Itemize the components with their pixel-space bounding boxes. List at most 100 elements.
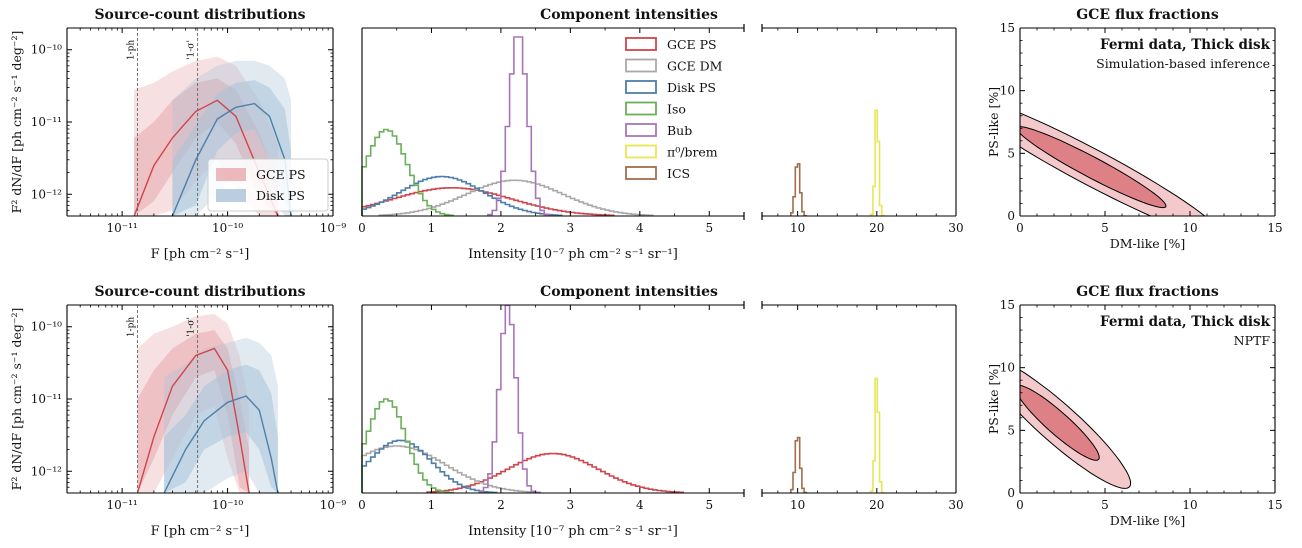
legend-label: Bub xyxy=(667,123,692,138)
x-tick-label: 5 xyxy=(1101,498,1109,512)
legend-swatch xyxy=(216,168,246,181)
histogram-gce_dm xyxy=(378,179,654,217)
y-tick-label: 10⁻¹⁰ xyxy=(31,43,62,57)
flux-axes xyxy=(1019,304,1276,494)
panel-title: GCE flux fractions xyxy=(1076,284,1219,300)
y-axis-label: PS-like [%] xyxy=(986,87,1001,157)
x-tick-label: 2 xyxy=(497,498,505,512)
histogram-bub xyxy=(487,36,554,217)
x-axis-label: Intensity [10⁻⁷ ph cm⁻² s⁻¹ sr⁻¹] xyxy=(468,524,678,539)
flux-axes xyxy=(1019,27,1276,217)
legend-swatch xyxy=(625,80,657,94)
x-axis-label: DM-like [%] xyxy=(1110,236,1186,251)
intensity-axes-right xyxy=(762,27,957,217)
legend-label: ICS xyxy=(667,166,690,181)
intensity-panel: 0 1 2 3 4 5 10 20 30 Component intensities Intensi… xyxy=(358,7,963,262)
x-tick-label: 15 xyxy=(1267,221,1282,235)
x-tick-label: 4 xyxy=(636,498,644,512)
x-tick-label: 1 xyxy=(428,498,436,512)
plot-area xyxy=(1020,112,1206,216)
y-tick-label: 10⁻¹² xyxy=(31,464,62,478)
panel-title: Component intensities xyxy=(540,7,718,23)
band-68-gce_ps xyxy=(137,330,250,493)
x-tick-label: 30 xyxy=(948,221,963,235)
y-tick-label: 10⁻¹¹ xyxy=(31,392,62,406)
intensity-axes-right xyxy=(762,304,957,494)
plot-area xyxy=(1020,369,1132,489)
y-tick-label: 10⁻¹¹ xyxy=(31,115,62,129)
y-tick-label: 15 xyxy=(1000,21,1015,35)
y-axis-label: PS-like [%] xyxy=(986,364,1001,434)
y-tick-label: 5 xyxy=(1007,146,1015,160)
y-tick-label: 10⁻¹² xyxy=(31,187,62,201)
flux-panel: 0 5 10 15 0 5 10 15 GCE flux fractions DM-like [%… xyxy=(986,284,1283,528)
contour-68 xyxy=(1020,126,1167,209)
x-tick-label: 3 xyxy=(567,498,575,512)
x-tick-label: 0 xyxy=(358,498,366,512)
x-tick-label: 20 xyxy=(869,498,884,512)
histogram-pi0 xyxy=(869,377,885,494)
histograms xyxy=(361,304,885,494)
y-tick-label: 0 xyxy=(1007,209,1015,223)
x-tick-label: 10 xyxy=(1182,221,1197,235)
annotation-method: NPTF xyxy=(1234,333,1271,348)
histogram-iso xyxy=(361,128,454,217)
histogram-ics xyxy=(790,436,808,494)
panel-title: Source-count distributions xyxy=(94,284,305,300)
x-tick-label: 5 xyxy=(705,498,713,512)
x-tick-label: 0 xyxy=(358,221,366,235)
vline-label: 1-ph xyxy=(127,317,137,338)
x-tick-label: 10⁻⁹ xyxy=(320,221,347,235)
histograms xyxy=(361,36,885,217)
intensity-axes-left xyxy=(361,304,744,494)
flux-panel: 0 5 10 15 0 5 10 15 GCE flux fractions DM-like [%… xyxy=(986,7,1283,251)
x-tick-label: 4 xyxy=(636,221,644,235)
x-tick-label: 10 xyxy=(1182,498,1197,512)
legend-label: Disk PS xyxy=(256,188,305,203)
panel-title: GCE flux fractions xyxy=(1076,7,1219,23)
x-tick-label: 15 xyxy=(1267,498,1282,512)
legend-swatch xyxy=(625,37,657,51)
legend-swatch xyxy=(625,101,657,116)
band-68-disk_ps xyxy=(164,364,278,493)
median-line-disk_ps xyxy=(171,102,292,216)
legend-swatch xyxy=(625,58,657,73)
band-68-disk_ps xyxy=(172,80,291,216)
legend-label: GCE PS xyxy=(667,37,717,52)
x-axis-label: Intensity [10⁻⁷ ph cm⁻² s⁻¹ sr⁻¹] xyxy=(468,247,678,262)
legend-swatch xyxy=(625,123,657,137)
legend-swatch xyxy=(625,166,657,180)
x-tick-label: 3 xyxy=(567,221,575,235)
histogram-gce_ps xyxy=(426,452,684,494)
annotation-dataset: Fermi data, Thick disk xyxy=(1100,37,1271,53)
annotation-method: Simulation-based inference xyxy=(1096,56,1270,71)
intensity-axes-left xyxy=(361,27,744,217)
legend-label: GCE DM xyxy=(667,59,723,74)
x-tick-label: 20 xyxy=(869,221,884,235)
x-axis-label: F [ph cm⁻² s⁻¹] xyxy=(151,247,250,262)
y-tick-label: 10 xyxy=(1000,84,1015,98)
x-tick-label: 0 xyxy=(1016,221,1024,235)
median-line-disk_ps xyxy=(163,395,279,493)
x-tick-label: 1 xyxy=(428,221,436,235)
histogram-bub xyxy=(478,304,541,494)
annotation-dataset: Fermi data, Thick disk xyxy=(1100,314,1271,330)
y-tick-label: 15 xyxy=(1000,298,1015,312)
vline-label: 1-ph xyxy=(127,40,137,61)
median-line-gce_ps xyxy=(136,347,250,493)
x-tick-label: 2 xyxy=(497,221,505,235)
x-tick-label: 10⁻¹¹ xyxy=(107,498,138,512)
legend: GCE PS Disk PS xyxy=(207,158,329,212)
histogram-iso xyxy=(361,398,454,494)
x-axis-label: DM-like [%] xyxy=(1110,513,1186,528)
histogram-ics xyxy=(790,163,808,217)
panel-title: Source-count distributions xyxy=(94,7,305,23)
x-tick-label: 30 xyxy=(948,498,963,512)
x-axis-label: F [ph cm⁻² s⁻¹] xyxy=(151,524,250,539)
histogram-disk_ps xyxy=(361,439,498,494)
x-tick-label: 10⁻¹⁰ xyxy=(212,221,243,235)
x-tick-label: 10⁻¹¹ xyxy=(107,221,138,235)
scd-panel: 1-ph '1-σ' 10⁻¹¹ 10⁻¹⁰ 10⁻⁹ 10⁻¹² 10⁻¹¹ 10⁻¹⁰ So… xyxy=(9,284,346,539)
histogram-pi0 xyxy=(869,109,885,217)
